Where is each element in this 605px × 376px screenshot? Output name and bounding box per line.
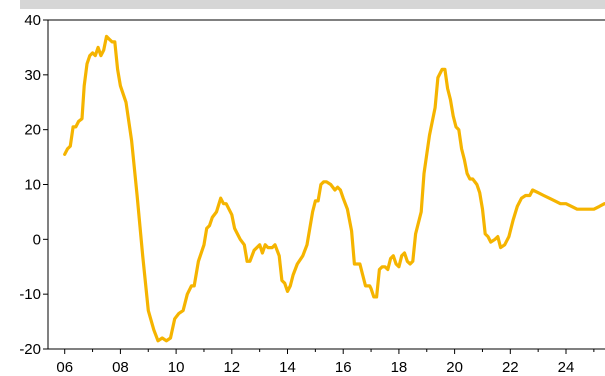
y-axis: 40 30 20 10 0 -10 -20 <box>19 12 48 358</box>
x-tick-label: 12 <box>223 359 240 376</box>
y-tick-label: 10 <box>24 177 41 194</box>
x-tick-label: 18 <box>391 359 408 376</box>
y-tick-label: -10 <box>19 286 41 303</box>
y-tick-label: 0 <box>33 231 41 248</box>
y-tick-label: 30 <box>24 67 41 84</box>
x-tick-label: 22 <box>502 359 519 376</box>
x-tick-label: 08 <box>112 359 129 376</box>
top-bar <box>20 0 605 9</box>
y-tick-label: -20 <box>19 341 41 358</box>
x-tick-label: 06 <box>56 359 73 376</box>
x-axis: 06 08 10 12 14 16 18 20 22 24 <box>56 349 595 376</box>
y-tick-label: 40 <box>24 12 41 29</box>
x-tick-label: 24 <box>558 359 575 376</box>
x-tick-label: 14 <box>279 359 296 376</box>
y-tick-label: 20 <box>24 122 41 139</box>
x-tick-label: 10 <box>168 359 185 376</box>
x-tick-label: 16 <box>335 359 352 376</box>
series-line <box>63 34 605 343</box>
x-tick-label: 20 <box>446 359 463 376</box>
